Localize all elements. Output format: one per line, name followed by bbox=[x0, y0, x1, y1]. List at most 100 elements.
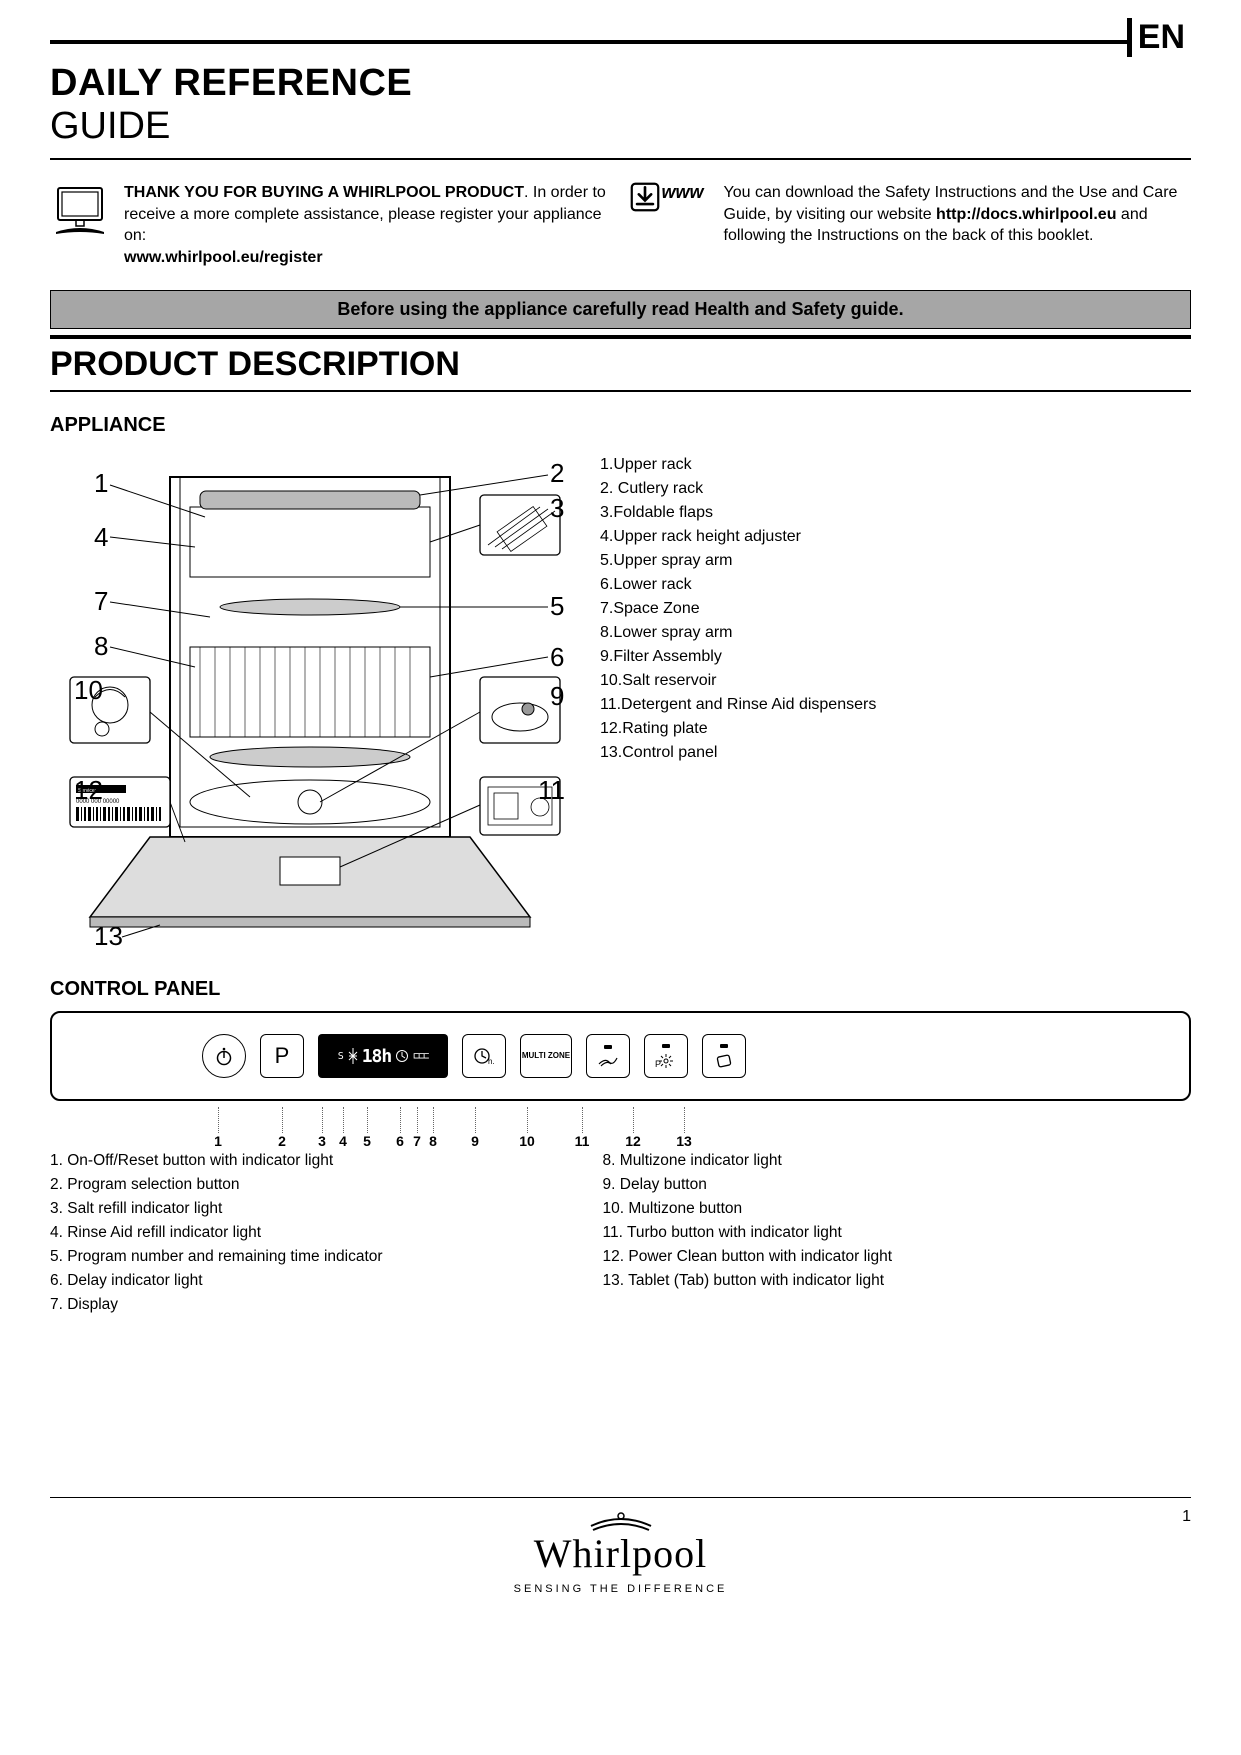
download-www-icon: www bbox=[630, 182, 710, 242]
control-panel-legend: 1. On-Off/Reset button with indicator li… bbox=[50, 1149, 1191, 1317]
cp-legend-item: 6. Delay indicator light bbox=[50, 1269, 383, 1293]
leader-number: 8 bbox=[429, 1133, 437, 1149]
turbo-button-icon bbox=[586, 1034, 630, 1078]
title-line-2: GUIDE bbox=[50, 105, 1191, 148]
leader-line bbox=[433, 1107, 434, 1133]
powerclean-button-icon: P bbox=[644, 1034, 688, 1078]
leader-number: 9 bbox=[471, 1133, 479, 1149]
cp-legend-item: 12. Power Clean button with indicator li… bbox=[603, 1245, 893, 1269]
svg-text:11: 11 bbox=[538, 775, 565, 805]
leader-number: 3 bbox=[318, 1133, 326, 1149]
cp-legend-item: 5. Program number and remaining time ind… bbox=[50, 1245, 383, 1269]
svg-text:5: 5 bbox=[550, 591, 564, 621]
leader-line bbox=[582, 1107, 583, 1133]
leader-line bbox=[400, 1107, 401, 1133]
docs-url: http://docs.whirlpool.eu bbox=[936, 206, 1116, 223]
control-panel-leaders: 12345678910111213 bbox=[50, 1107, 1191, 1143]
product-description-heading: PRODUCT DESCRIPTION bbox=[50, 335, 1191, 392]
leader-line bbox=[417, 1107, 418, 1133]
svg-text:10: 10 bbox=[74, 675, 103, 705]
intro-right: www You can download the Safety Instruct… bbox=[630, 182, 1192, 268]
leader-number: 4 bbox=[339, 1133, 347, 1149]
appliance-subheading: APPLIANCE bbox=[50, 414, 1191, 437]
part-item: 9.Filter Assembly bbox=[600, 645, 1191, 669]
title-line-1: DAILY REFERENCE bbox=[50, 62, 1191, 105]
leader-line bbox=[343, 1107, 344, 1133]
display-time: 18h bbox=[362, 1046, 392, 1067]
leader-line bbox=[367, 1107, 368, 1133]
leader-line bbox=[218, 1107, 219, 1133]
svg-text:1: 1 bbox=[94, 468, 108, 498]
part-item: 4.Upper rack height adjuster bbox=[600, 525, 1191, 549]
cp-legend-item: 2. Program selection button bbox=[50, 1173, 383, 1197]
program-letter: P bbox=[275, 1043, 290, 1069]
multizone-button-icon: MULTI ZONE bbox=[520, 1034, 572, 1078]
cp-legend-item: 4. Rinse Aid refill indicator light bbox=[50, 1221, 383, 1245]
leader-number: 12 bbox=[625, 1133, 641, 1149]
part-item: 2. Cutlery rack bbox=[600, 477, 1191, 501]
brand-name: Whirlpool bbox=[514, 1530, 728, 1577]
leader-number: 2 bbox=[278, 1133, 286, 1149]
computer-icon bbox=[50, 182, 110, 242]
display-panel: S 18h ⊏⊏⊏ bbox=[318, 1034, 448, 1078]
appliance-parts-list: 1.Upper rack 2. Cutlery rack 3.Foldable … bbox=[600, 447, 1191, 952]
leader-number: 10 bbox=[519, 1133, 535, 1149]
power-button-icon bbox=[202, 1034, 246, 1078]
svg-text:12: 12 bbox=[74, 775, 103, 805]
control-panel-diagram: P S 18h ⊏⊏⊏ h. MULTI ZONE P bbox=[50, 1011, 1191, 1101]
part-item: 5.Upper spray arm bbox=[600, 549, 1191, 573]
svg-text:h.: h. bbox=[488, 1057, 495, 1066]
leader-number: 13 bbox=[676, 1133, 692, 1149]
part-item: 13.Control panel bbox=[600, 741, 1191, 765]
language-bar: EN bbox=[50, 40, 1191, 44]
svg-text:3: 3 bbox=[550, 493, 564, 523]
leader-number: 5 bbox=[363, 1133, 371, 1149]
part-item: 10.Salt reservoir bbox=[600, 669, 1191, 693]
leader-line bbox=[282, 1107, 283, 1133]
brand-slogan: SENSING THE DIFFERENCE bbox=[514, 1583, 728, 1595]
intro-right-text: You can download the Safety Instructions… bbox=[724, 182, 1192, 268]
brand-logo: Whirlpool SENSING THE DIFFERENCE bbox=[514, 1508, 728, 1595]
cp-legend-left: 1. On-Off/Reset button with indicator li… bbox=[50, 1149, 383, 1317]
cp-legend-item: 8. Multizone indicator light bbox=[603, 1149, 893, 1173]
part-item: 11.Detergent and Rinse Aid dispensers bbox=[600, 693, 1191, 717]
www-label: www bbox=[662, 182, 704, 203]
svg-text:6: 6 bbox=[550, 642, 564, 672]
leader-line bbox=[633, 1107, 634, 1133]
intro-left-text: THANK YOU FOR BUYING A WHIRLPOOL PRODUCT… bbox=[124, 182, 612, 268]
delay-button-icon: h. bbox=[462, 1034, 506, 1078]
part-item: 8.Lower spray arm bbox=[600, 621, 1191, 645]
language-code: EN bbox=[1127, 18, 1191, 57]
register-url: www.whirlpool.eu/register bbox=[124, 249, 323, 266]
part-item: 12.Rating plate bbox=[600, 717, 1191, 741]
intro-row: THANK YOU FOR BUYING A WHIRLPOOL PRODUCT… bbox=[50, 182, 1191, 268]
intro-left-bold: THANK YOU FOR BUYING A WHIRLPOOL PRODUCT bbox=[124, 184, 524, 201]
cp-legend-item: 11. Turbo button with indicator light bbox=[603, 1221, 893, 1245]
leader-line bbox=[684, 1107, 685, 1133]
svg-text:4: 4 bbox=[94, 522, 108, 552]
part-item: 7.Space Zone bbox=[600, 597, 1191, 621]
tablet-button-icon bbox=[702, 1034, 746, 1078]
leader-number: 6 bbox=[396, 1133, 404, 1149]
appliance-section: Service: 0000 000 00000 bbox=[50, 447, 1191, 952]
leader-number: 7 bbox=[413, 1133, 421, 1149]
title-block: DAILY REFERENCE GUIDE bbox=[50, 62, 1191, 160]
page-number: 1 bbox=[1182, 1508, 1191, 1526]
cp-legend-item: 9. Delay button bbox=[603, 1173, 893, 1197]
intro-left: THANK YOU FOR BUYING A WHIRLPOOL PRODUCT… bbox=[50, 182, 612, 268]
control-panel-subheading: CONTROL PANEL bbox=[50, 978, 1191, 1001]
part-item: 6.Lower rack bbox=[600, 573, 1191, 597]
svg-text:13: 13 bbox=[94, 921, 123, 947]
cp-legend-right: 8. Multizone indicator light 9. Delay bu… bbox=[603, 1149, 893, 1317]
footer-rule bbox=[50, 1497, 1191, 1508]
svg-text:8: 8 bbox=[94, 631, 108, 661]
cp-legend-item: 3. Salt refill indicator light bbox=[50, 1197, 383, 1221]
svg-text:7: 7 bbox=[94, 586, 108, 616]
footer: Whirlpool SENSING THE DIFFERENCE 1 bbox=[50, 1508, 1191, 1605]
multizone-label: MULTI ZONE bbox=[522, 1052, 570, 1060]
svg-text:9: 9 bbox=[550, 681, 564, 711]
leader-number: 11 bbox=[575, 1133, 590, 1149]
cp-legend-item: 7. Display bbox=[50, 1293, 383, 1317]
part-item: 3.Foldable flaps bbox=[600, 501, 1191, 525]
cp-legend-item: 13. Tablet (Tab) button with indicator l… bbox=[603, 1269, 893, 1293]
